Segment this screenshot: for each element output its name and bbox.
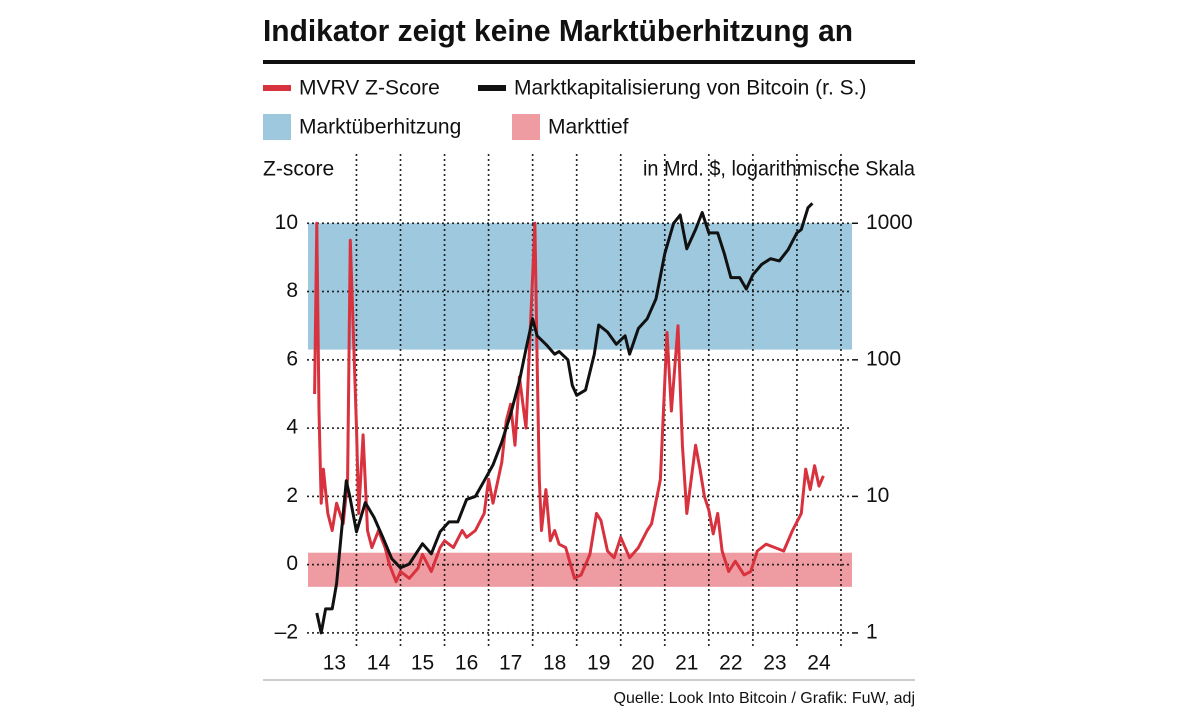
x-tick-label: 20	[631, 652, 654, 675]
y-tick-label: 2	[286, 484, 298, 507]
legend-label: MVRV Z-Score	[299, 77, 440, 100]
x-tick-label: 23	[763, 652, 786, 675]
y-tick-label: 10	[275, 211, 298, 234]
band	[308, 552, 852, 587]
legend-label: Markttief	[548, 116, 629, 139]
legend-swatch	[512, 114, 540, 140]
legend-label: Marktkapitalisierung von Bitcoin (r. S.)	[514, 77, 866, 100]
y2-tick-label: 1	[866, 620, 878, 643]
x-tick-label: 16	[455, 652, 478, 675]
x-tick-label: 14	[367, 652, 391, 675]
legend-swatch	[263, 114, 291, 140]
y-tick-label: 4	[286, 416, 298, 439]
series-line	[315, 202, 814, 635]
chart-title: Indikator zeigt keine Marktüberhitzung a…	[263, 13, 853, 48]
x-tick-label: 15	[411, 652, 434, 675]
x-tick-label: 21	[675, 652, 698, 675]
y-tick-label: –2	[275, 620, 298, 643]
y2-axis-label: in Mrd. $, logarithmische Skala	[643, 158, 915, 181]
x-tick-label: 22	[719, 652, 742, 675]
y2-tick-label: 10	[866, 484, 889, 507]
x-tick-label: 19	[587, 652, 610, 675]
x-tick-label: 17	[499, 652, 522, 675]
y-tick-label: 8	[286, 279, 298, 302]
legend-label: Marktüberhitzung	[299, 116, 461, 139]
y-tick-label: 6	[286, 347, 298, 370]
y2-tick-label: 1000	[866, 211, 913, 234]
band	[308, 223, 852, 350]
source: Quelle: Look Into Bitcoin / Grafik: FuW,…	[614, 690, 915, 707]
x-tick-label: 13	[323, 652, 346, 675]
x-tick-label: 24	[807, 652, 831, 675]
x-tick-label: 18	[543, 652, 566, 675]
y-tick-label: 0	[286, 552, 298, 575]
y-axis-label: Z-score	[263, 158, 334, 181]
y2-tick-label: 100	[866, 347, 901, 370]
series-line	[313, 221, 825, 584]
